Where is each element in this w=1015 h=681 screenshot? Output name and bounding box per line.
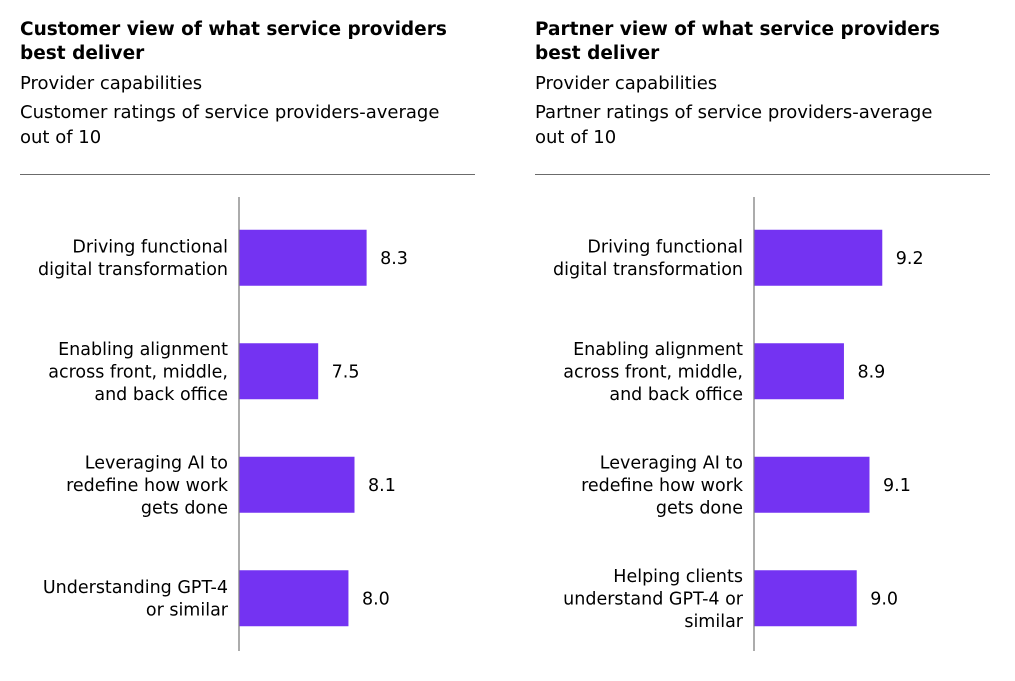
bar [754, 229, 883, 286]
data-label: 7.5 [332, 362, 360, 382]
customer-bar-chart: 8.3 Driving functional digital transformat… [38, 197, 408, 651]
bar [239, 456, 355, 513]
category-label: Understanding GPT-4 or similar [43, 578, 229, 621]
partner-bar-chart: 9.2 Driving functional digital transformat… [553, 197, 924, 651]
chart-title: Customer view of what service providers … [20, 19, 447, 64]
category-label: Driving functional digital transformation [38, 238, 228, 281]
bar [754, 570, 857, 627]
category-label: Enabling alignment across front, middle, a… [48, 340, 228, 405]
header-divider [20, 174, 475, 175]
chart-note: Partner ratings of service providers-ave… [535, 102, 933, 148]
data-label: 8.9 [857, 362, 885, 382]
data-label: 8.1 [368, 476, 396, 496]
bar [754, 343, 844, 400]
data-label: 9.2 [896, 249, 924, 269]
partner-chart-panel: Partner view of what service providers b… [535, 0, 990, 681]
chart-subtitle: Provider capabilities [20, 73, 203, 94]
category-label: Enabling alignment across front, middle, a… [563, 340, 743, 405]
chart-title: Partner view of what service providers b… [535, 19, 940, 64]
bar [239, 570, 349, 627]
chart-subtitle: Provider capabilities [535, 73, 718, 94]
category-label: Leveraging AI to redefine how work gets do… [581, 453, 744, 518]
bar [239, 229, 367, 286]
category-label: Leveraging AI to redefine how work gets do… [66, 453, 229, 518]
category-label: Driving functional digital transformation [553, 238, 743, 281]
data-label: 9.1 [883, 476, 911, 496]
header-divider [535, 174, 990, 175]
data-label: 9.0 [870, 589, 898, 609]
bar [239, 343, 319, 400]
chart-note: Customer ratings of service providers-av… [20, 102, 440, 148]
data-label: 8.0 [362, 589, 390, 609]
data-label: 8.3 [380, 249, 408, 269]
customer-chart-panel: Customer view of what service providers … [20, 0, 475, 681]
category-label: Helping clients understand GPT-4 or simila… [563, 567, 744, 632]
bar [754, 456, 870, 513]
